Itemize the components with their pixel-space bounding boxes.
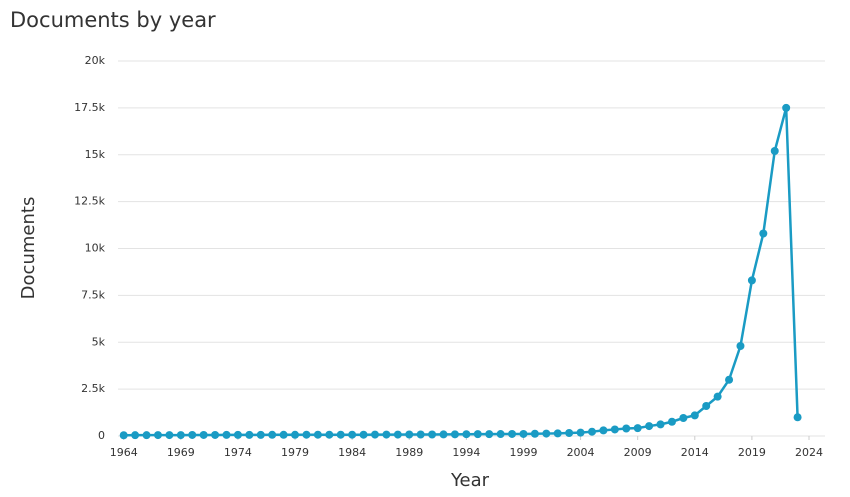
y-tick-label: 12.5k — [74, 195, 105, 208]
x-tick-label: 1999 — [509, 446, 537, 459]
y-tick-label: 0 — [98, 429, 105, 442]
data-point — [256, 430, 265, 439]
data-point — [153, 431, 162, 440]
data-point — [508, 429, 517, 438]
data-point — [302, 430, 311, 439]
data-point — [702, 402, 711, 410]
data-point — [428, 430, 437, 439]
data-point — [645, 422, 654, 431]
x-tick-label: 1969 — [167, 446, 195, 459]
data-point — [370, 430, 379, 439]
data-point — [313, 430, 322, 439]
x-tick-label: 2024 — [795, 446, 823, 459]
data-point — [336, 430, 345, 439]
data-point — [233, 430, 242, 439]
x-tick-label: 1989 — [395, 446, 423, 459]
x-tick-label: 1964 — [110, 446, 138, 459]
y-tick-label: 17.5k — [74, 101, 105, 114]
data-point — [599, 426, 608, 435]
data-point — [131, 431, 140, 440]
data-point — [690, 411, 699, 420]
data-point — [325, 430, 334, 439]
data-point — [348, 430, 357, 439]
data-point — [291, 430, 300, 439]
data-point — [565, 429, 574, 437]
x-tick-label: 2004 — [567, 446, 595, 459]
chart-title: Documents by year — [10, 8, 216, 32]
data-point — [542, 429, 551, 438]
x-tick-label: 1984 — [338, 446, 366, 459]
data-point — [667, 417, 676, 426]
data-point — [382, 430, 391, 439]
data-point — [199, 430, 208, 439]
data-point — [679, 414, 688, 422]
y-tick-label: 20k — [85, 54, 106, 67]
data-point — [793, 413, 802, 422]
x-tick-label: 2009 — [624, 446, 652, 459]
data-point — [222, 430, 231, 439]
data-point — [610, 425, 619, 434]
data-point — [622, 424, 631, 433]
data-point — [770, 147, 779, 155]
data-point — [439, 430, 448, 439]
data-point — [576, 428, 585, 437]
data-point — [279, 430, 288, 439]
y-tick-label: 5k — [92, 335, 106, 348]
data-point — [473, 430, 482, 439]
data-point — [496, 430, 505, 439]
data-point — [633, 424, 642, 433]
data-point — [188, 430, 197, 439]
data-point — [736, 342, 745, 350]
x-axis-label: Year — [450, 470, 490, 491]
data-point — [485, 430, 494, 439]
y-tick-label: 2.5k — [81, 382, 105, 395]
data-point — [405, 430, 414, 439]
data-point — [142, 431, 151, 440]
data-point — [119, 431, 128, 440]
data-point — [165, 431, 174, 440]
data-point — [359, 430, 368, 439]
data-point — [245, 430, 254, 439]
y-tick-label: 10k — [85, 242, 106, 255]
data-point — [782, 103, 791, 112]
x-tick-label: 2014 — [681, 446, 709, 459]
data-point — [553, 429, 562, 438]
data-point — [530, 429, 539, 438]
data-point — [393, 430, 402, 439]
data-point — [713, 392, 722, 401]
data-point — [176, 431, 185, 440]
data-point — [211, 430, 220, 439]
x-tick-label: 1974 — [224, 446, 252, 459]
data-point — [587, 427, 596, 436]
x-tick-label: 1994 — [452, 446, 480, 459]
data-point — [725, 375, 734, 384]
data-point — [450, 430, 459, 439]
series-line — [123, 107, 799, 437]
data-point — [759, 229, 768, 238]
x-tick-label: 2019 — [738, 446, 766, 459]
data-point — [416, 430, 425, 439]
data-point — [747, 276, 756, 285]
data-point — [268, 430, 277, 439]
data-point — [656, 420, 665, 429]
data-point — [519, 429, 528, 438]
x-tick-label: 1979 — [281, 446, 309, 459]
y-tick-label: 15k — [85, 148, 106, 161]
y-tick-label: 7.5k — [81, 288, 105, 301]
y-axis-label: Documents — [18, 197, 39, 300]
data-point — [462, 430, 471, 439]
